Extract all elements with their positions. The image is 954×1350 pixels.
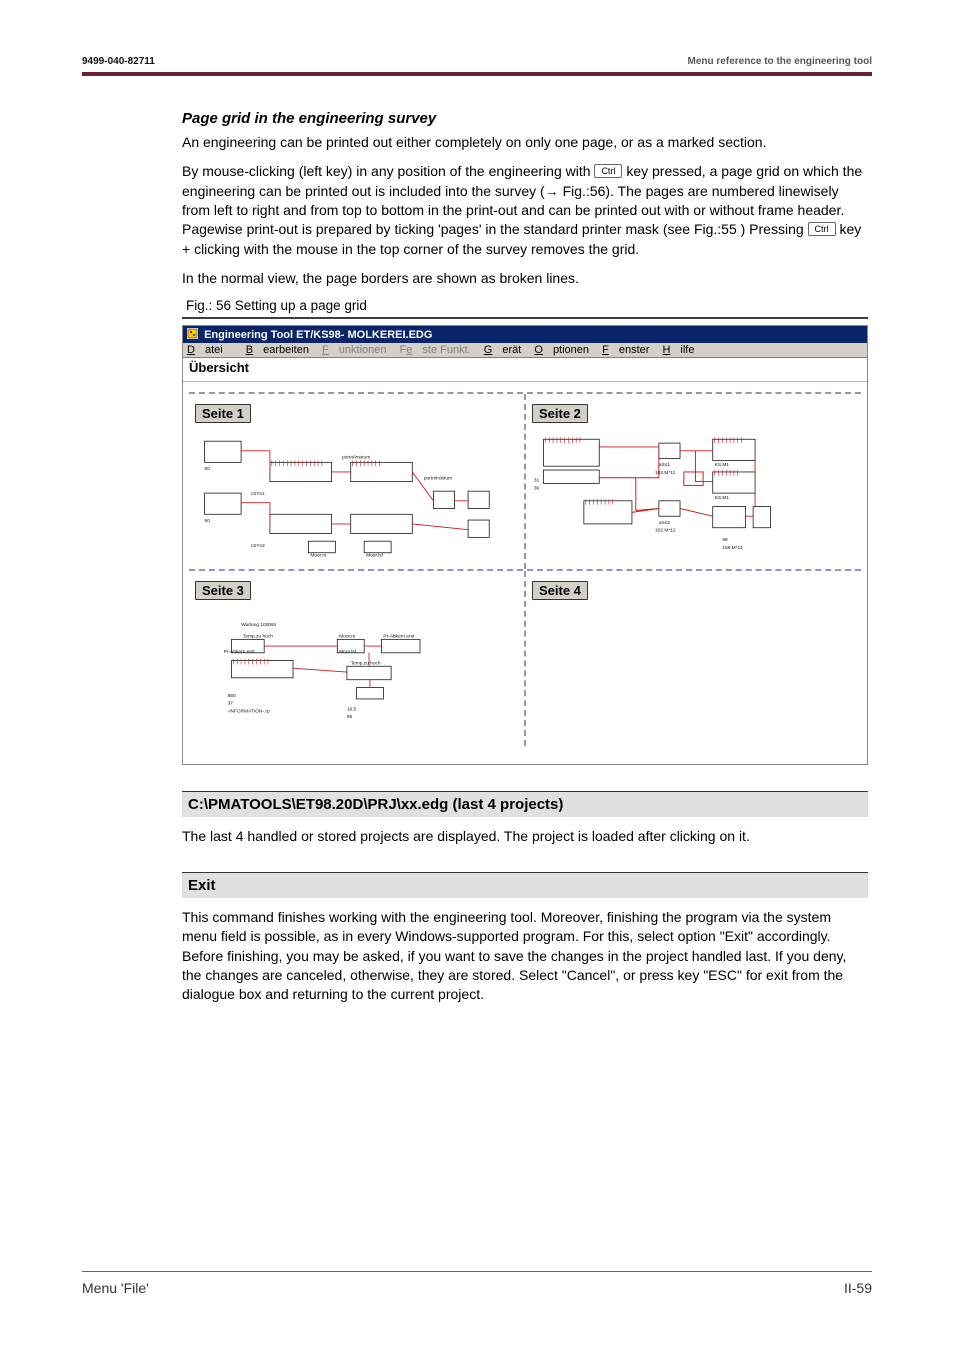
page-label: Seite 4 — [532, 581, 588, 600]
recent-para: The last 4 handled or stored projects ar… — [182, 827, 868, 846]
menu-optionen[interactable]: Optionen — [534, 344, 589, 356]
svg-text:Pr-Abkern.erst: Pr-Abkern.erst — [224, 648, 256, 654]
svg-text:60: 60 — [205, 518, 211, 524]
svg-text:KS.M1: KS.M1 — [715, 462, 730, 468]
svg-text:Moor.lsf: Moor.lsf — [339, 648, 356, 654]
svg-text:860: 860 — [228, 693, 236, 699]
svg-text:Moor.rs: Moor.rs — [339, 633, 356, 639]
figure-rule — [182, 317, 868, 319]
page-label: Seite 2 — [532, 404, 588, 423]
page-cell-2: Seite 2 — [526, 394, 861, 569]
exit-para: This command finishes working with the e… — [182, 908, 868, 1005]
text-frag: By mouse-clicking (left key) in any posi… — [182, 163, 594, 179]
page-header: 9499-040-82711 Menu reference to the eng… — [82, 56, 872, 67]
footer-left: Menu 'File' — [82, 1280, 149, 1296]
menu-geraet[interactable]: Gerät — [484, 344, 522, 356]
svg-text:Moor.lsf: Moor.lsf — [366, 552, 383, 558]
svg-text:cSYn1: cSYn1 — [251, 491, 265, 497]
app-icon — [187, 328, 198, 339]
menu-datei[interactable]: Datei — [187, 344, 233, 356]
menu-hilfe[interactable]: Hilfe — [662, 344, 694, 356]
menu-fenster[interactable]: Fenster — [602, 344, 649, 356]
svg-text:86: 86 — [347, 714, 353, 720]
exit-heading: Exit — [182, 872, 868, 898]
window-titlebar: Engineering Tool ET/KS98- MOLKEREI.EDG — [183, 326, 867, 343]
diagram-thumb: 60 60 cSYn1 cSYn2 Moor.rs Moor.lsf portn/In… — [193, 431, 520, 561]
pagegrid-intro: An engineering can be printed out either… — [182, 133, 868, 152]
doc-id: 9499-040-82711 — [82, 56, 155, 67]
figure-caption: Fig.: 56 Setting up a page grid — [186, 298, 868, 313]
svg-text:31: 31 — [534, 477, 540, 483]
window-title: Engineering Tool ET/KS98- MOLKEREI.EDG — [204, 329, 432, 341]
menu-funktionen: Funktionen — [322, 344, 386, 356]
svg-text:aSn1: aSn1 — [659, 462, 671, 468]
svg-text:portn/Instrum: portn/Instrum — [342, 454, 370, 460]
svg-text:portn/Instrum: portn/Instrum — [424, 475, 452, 481]
svg-text:60: 60 — [205, 466, 211, 472]
menu-festefunkt: Feste Funkt. — [400, 344, 471, 356]
footer-rule — [82, 1271, 872, 1272]
section-title: Menu reference to the engineering tool — [688, 56, 872, 67]
footer-right: II-59 — [844, 1280, 872, 1296]
grid-row: Seite 1 — [189, 392, 861, 569]
diagram-thumb: 31 36 aSn1 aSn2 102.M*11 102.M*12 KS.M1 KS.M… — [530, 431, 857, 561]
menubar[interactable]: Datei Bearbeiten Funktionen Feste Funkt.… — [183, 343, 867, 358]
pagegrid-body: By mouse-clicking (left key) in any posi… — [182, 162, 868, 259]
svg-text:cSYn2: cSYn2 — [251, 543, 265, 549]
svg-text:102.M*12: 102.M*12 — [655, 527, 676, 533]
recent-heading: C:\PMATOOLS\ET98.20D\PRJ\xx.edg (last 4 … — [182, 791, 868, 817]
diagram-thumb: Wartung 1000str Temp.zu hoch Pr-Abkern.e… — [193, 608, 520, 738]
page-label: Seite 3 — [195, 581, 251, 600]
svg-text:37: 37 — [228, 700, 234, 706]
svg-text:102.M*11: 102.M*11 — [655, 470, 676, 476]
svg-text:Temp.zu hoch: Temp.zu hoch — [351, 660, 381, 666]
main-content: Page grid in the engineering survey An e… — [182, 110, 868, 1015]
header-rule — [82, 72, 872, 76]
page-footer: Menu 'File' II-59 — [82, 1280, 872, 1296]
figure-screenshot: Engineering Tool ET/KS98- MOLKEREI.EDG D… — [182, 325, 868, 765]
ctrl-key-icon: Ctrl — [594, 164, 622, 178]
pagegrid-note: In the normal view, the page borders are… — [182, 269, 868, 288]
svg-text:Pr-Abkern.erst: Pr-Abkern.erst — [383, 633, 415, 639]
svg-text:16.5: 16.5 — [347, 706, 357, 712]
pagegrid-heading: Page grid in the engineering survey — [182, 110, 868, 127]
svg-text:Temp.zu hoch: Temp.zu hoch — [243, 633, 273, 639]
svg-text:Moor.rs: Moor.rs — [310, 552, 327, 558]
ctrl-key-icon: Ctrl — [808, 222, 836, 236]
menu-bearbeiten[interactable]: Bearbeiten — [246, 344, 309, 356]
page-label: Seite 1 — [195, 404, 251, 423]
svg-text:Wartung 1000str: Wartung 1000str — [241, 622, 277, 628]
svg-text:-INFORMATION-.rp: -INFORMATION-.rp — [228, 708, 270, 714]
svg-text:36: 36 — [534, 485, 540, 491]
svg-text:98: 98 — [722, 537, 728, 543]
page-cell-4: Seite 4 — [526, 571, 861, 746]
page-cell-1: Seite 1 — [189, 394, 526, 569]
grid-row: Seite 3 — [189, 569, 861, 746]
svg-text:158.M*11: 158.M*11 — [722, 545, 743, 551]
overview-label: Übersicht — [183, 358, 867, 382]
page-cell-3: Seite 3 — [189, 571, 526, 746]
svg-text:KS.M1: KS.M1 — [715, 495, 730, 501]
canvas-area: Seite 1 — [183, 382, 867, 764]
svg-text:aSn2: aSn2 — [659, 520, 671, 526]
